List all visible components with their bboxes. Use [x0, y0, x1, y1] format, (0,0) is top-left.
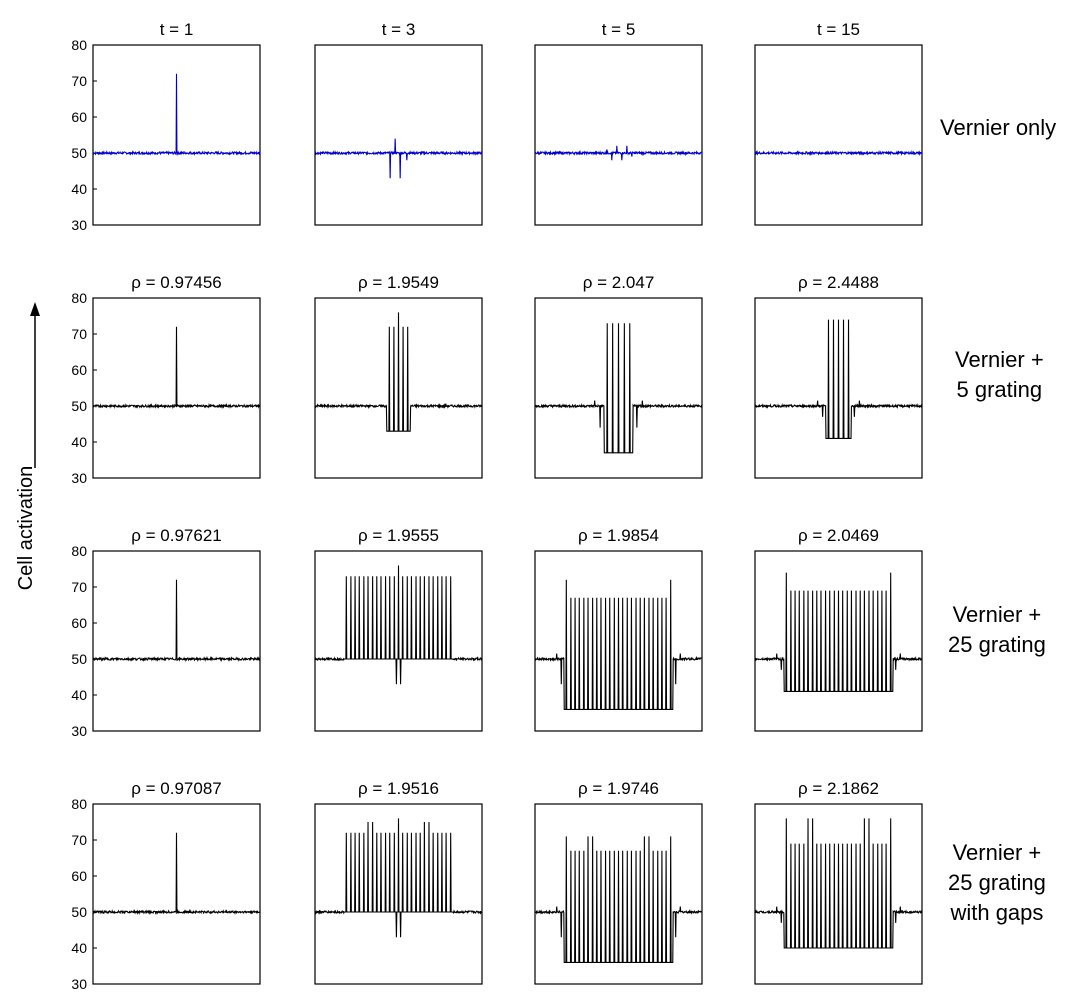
series-line-r3c3	[755, 818, 922, 948]
y-tick-label-r2c0-70: 70	[71, 579, 87, 595]
panel-title-r1c2: ρ = 2.047	[583, 273, 655, 292]
y-axis-label: Cell activation	[14, 448, 38, 608]
row-label-line: Vernier only	[940, 113, 1056, 143]
panel-title-r2c2: ρ = 1.9854	[578, 526, 659, 545]
panel-title-r0c1: t = 3	[382, 20, 416, 39]
panel-title-r3c1: ρ = 1.9516	[358, 779, 439, 798]
y-tick-label-r1c0-50: 50	[71, 398, 87, 414]
panel-title-r2c0: ρ = 0.97621	[131, 526, 222, 545]
y-tick-label-r3c0-60: 60	[71, 868, 87, 884]
row-label-line: Vernier +	[948, 600, 1046, 630]
row-label-line: 25 grating	[948, 630, 1046, 660]
panel-title-r1c0: ρ = 0.97456	[131, 273, 222, 292]
row-label-line: 25 grating	[948, 868, 1046, 898]
y-tick-label-r3c0-70: 70	[71, 832, 87, 848]
y-tick-label-r2c0-50: 50	[71, 651, 87, 667]
panel-title-r3c2: ρ = 1.9746	[578, 779, 659, 798]
y-tick-label-r1c0-40: 40	[71, 434, 87, 450]
row-label-line: 5 grating	[955, 375, 1044, 405]
panel-title-r3c0: ρ = 0.97087	[131, 779, 222, 798]
panel-title-r3c3: ρ = 2.1862	[798, 779, 879, 798]
panel-title-r2c1: ρ = 1.9555	[358, 526, 439, 545]
series-line-r0c2	[535, 146, 702, 160]
series-line-r1c1	[315, 312, 482, 431]
y-axis-arrow	[25, 300, 45, 470]
row-label-vernier-5-grating: Vernier + 5 grating	[955, 345, 1044, 405]
series-line-r3c1	[315, 818, 482, 937]
row-label-line: with gaps	[948, 898, 1046, 928]
series-line-r2c3	[755, 573, 922, 692]
series-line-r0c3	[755, 152, 922, 154]
panel-title-r1c1: ρ = 1.9549	[358, 273, 439, 292]
panel-title-r2c3: ρ = 2.0469	[798, 526, 879, 545]
y-tick-label-r0c0-40: 40	[71, 181, 87, 197]
y-tick-label-r2c0-80: 80	[71, 543, 87, 559]
y-tick-label-r3c0-50: 50	[71, 904, 87, 920]
row-label-line: Vernier +	[955, 345, 1044, 375]
y-tick-label-r0c0-80: 80	[71, 37, 87, 53]
plot-frame-r0c1	[315, 45, 482, 225]
series-line-r2c1	[315, 565, 482, 684]
series-line-r3c0	[93, 833, 260, 913]
series-line-r0c1	[315, 139, 482, 179]
panel-title-r0c2: t = 5	[602, 20, 636, 39]
series-line-r1c3	[755, 320, 922, 439]
panel-title-r1c3: ρ = 2.4488	[798, 273, 879, 292]
series-line-r3c2	[535, 836, 702, 962]
row-label-line: Vernier +	[948, 838, 1046, 868]
y-tick-label-r1c0-60: 60	[71, 362, 87, 378]
series-line-r1c2	[535, 323, 702, 453]
panel-title-r0c3: t = 15	[817, 20, 860, 39]
y-tick-label-r3c0-80: 80	[71, 796, 87, 812]
series-line-r0c0	[93, 74, 260, 154]
y-tick-label-r0c0-50: 50	[71, 145, 87, 161]
y-tick-label-r0c0-60: 60	[71, 109, 87, 125]
y-tick-label-r3c0-30: 30	[71, 976, 87, 992]
series-line-r2c0	[93, 580, 260, 660]
y-tick-label-r3c0-40: 40	[71, 940, 87, 956]
y-tick-label-r2c0-40: 40	[71, 687, 87, 703]
y-tick-label-r0c0-70: 70	[71, 73, 87, 89]
row-label-vernier-25-grating: Vernier + 25 grating	[948, 600, 1046, 660]
y-tick-label-r2c0-60: 60	[71, 615, 87, 631]
y-tick-label-r0c0-30: 30	[71, 217, 87, 233]
y-tick-label-r1c0-70: 70	[71, 326, 87, 342]
y-tick-label-r2c0-30: 30	[71, 723, 87, 739]
plot-frame-r0c3	[755, 45, 922, 225]
series-line-r1c0	[93, 327, 260, 407]
y-tick-label-r1c0-30: 30	[71, 470, 87, 486]
y-tick-label-r1c0-80: 80	[71, 290, 87, 306]
row-label-vernier-25-grating-gaps: Vernier + 25 grating with gaps	[948, 838, 1046, 928]
plot-frame-r0c2	[535, 45, 702, 225]
panel-title-r0c0: t = 1	[160, 20, 194, 39]
series-line-r2c2	[535, 580, 702, 710]
row-label-vernier-only: Vernier only	[940, 113, 1056, 143]
